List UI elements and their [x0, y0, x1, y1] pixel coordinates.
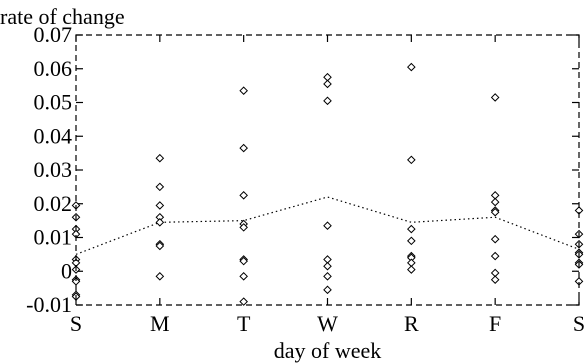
data-point — [407, 236, 416, 246]
y-axis-title: rate of change — [0, 4, 125, 29]
data-point — [407, 224, 416, 234]
data-point — [490, 93, 500, 102]
tick-layer: -0.01 0 0.01 0.02 0.03 0.04 0.05 0.06 0.07 S M T W R F… — [26, 22, 585, 336]
data-point — [239, 191, 248, 200]
data-point — [155, 201, 165, 210]
x-tick-label: S — [573, 311, 585, 336]
mean-line-layer — [75, 196, 580, 255]
y-tick-label: 0.05 — [34, 90, 73, 115]
data-point — [155, 218, 165, 227]
data-point — [239, 297, 248, 306]
data-point — [490, 251, 500, 261]
x-tick-label: F — [489, 311, 501, 336]
mean-line — [75, 196, 580, 255]
data-point — [323, 79, 332, 89]
x-tick-label: R — [404, 311, 419, 336]
data-point — [407, 155, 416, 165]
y-tick-label: 0.06 — [34, 56, 73, 81]
y-tick-label: 0.02 — [34, 191, 73, 216]
data-point — [490, 207, 500, 217]
data-point — [239, 223, 248, 232]
data-point — [490, 234, 500, 244]
data-point — [155, 272, 165, 281]
y-tick-label: -0.01 — [26, 292, 72, 317]
data-point — [239, 143, 248, 153]
plot-frame — [75, 34, 580, 306]
x-tick-label: W — [317, 311, 338, 336]
data-point — [323, 261, 332, 271]
x-tick-label: T — [237, 311, 251, 336]
data-point — [407, 62, 416, 72]
points-layer — [71, 62, 584, 306]
y-tick-label: 0 — [61, 258, 72, 283]
data-point — [407, 265, 416, 274]
data-point — [239, 256, 248, 266]
data-point — [323, 272, 332, 281]
data-point — [323, 96, 332, 106]
x-tick-label: S — [70, 311, 82, 336]
data-point — [239, 272, 248, 281]
data-point — [323, 221, 332, 230]
y-tick-label: 0.04 — [34, 123, 73, 148]
data-point — [155, 182, 165, 192]
data-point — [155, 153, 165, 163]
x-axis-title: day of week — [274, 338, 382, 363]
data-point — [155, 241, 165, 251]
x-tick-label: M — [150, 311, 170, 336]
y-tick-label: 0.01 — [34, 225, 73, 250]
data-point — [239, 86, 248, 95]
data-point — [323, 285, 332, 295]
y-tick-label: 0.03 — [34, 157, 73, 182]
data-point — [71, 277, 81, 286]
data-point — [490, 197, 500, 207]
data-point — [490, 275, 500, 284]
y-tick-label: 0.07 — [34, 22, 73, 47]
